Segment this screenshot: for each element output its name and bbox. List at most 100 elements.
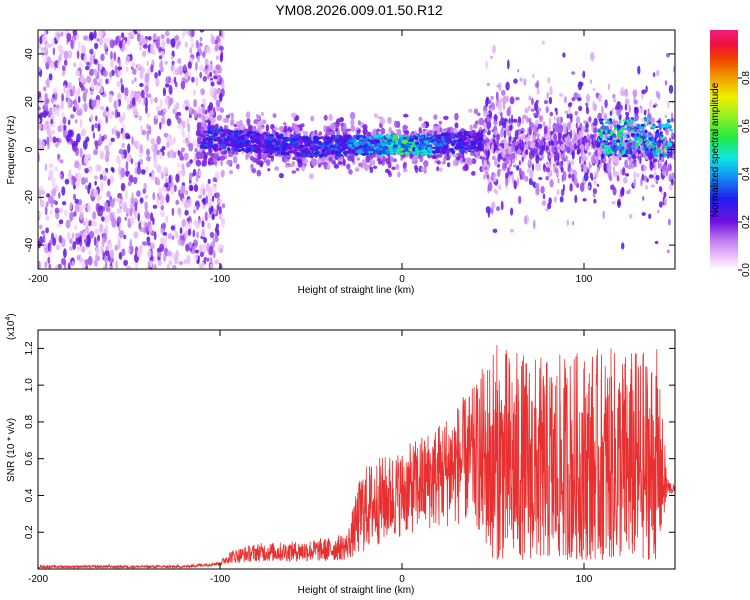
heatmap-cell xyxy=(558,123,563,132)
heatmap-cell xyxy=(170,225,175,231)
x-tick-label: -200 xyxy=(28,274,48,285)
heatmap-cell xyxy=(119,202,124,208)
heatmap-cell xyxy=(575,116,581,124)
heatmap-cell xyxy=(180,184,186,194)
heatmap-cell xyxy=(100,106,105,111)
heatmap-cell xyxy=(622,133,625,137)
heatmap-cell xyxy=(131,79,135,85)
heatmap-cell xyxy=(47,43,52,48)
heatmap-cell xyxy=(203,257,208,262)
chart-title: YM08.2026.009.01.50.R12 xyxy=(275,2,443,18)
heatmap-cell xyxy=(375,139,381,144)
heatmap-cell xyxy=(64,178,70,185)
heatmap-cell xyxy=(68,169,72,177)
heatmap-cell xyxy=(428,138,432,143)
heatmap-cell xyxy=(335,127,339,132)
heatmap-cell xyxy=(201,115,206,123)
heatmap-cell xyxy=(58,192,61,199)
heatmap-cell xyxy=(603,158,607,163)
heatmap-cell xyxy=(89,31,94,41)
heatmap-cell xyxy=(65,219,71,229)
heatmap-cell xyxy=(473,108,479,115)
heatmap-cell xyxy=(323,138,327,142)
heatmap-cell xyxy=(144,201,148,211)
heatmap-cell xyxy=(418,116,423,122)
heatmap-cell xyxy=(179,151,183,161)
heatmap-cell xyxy=(183,99,189,105)
heatmap-cell xyxy=(564,137,569,142)
heatmap-cell xyxy=(136,190,141,197)
heatmap-cell xyxy=(107,178,111,186)
heatmap-cell xyxy=(260,111,265,117)
heatmap-cell xyxy=(633,179,637,187)
heatmap-cell xyxy=(122,112,126,122)
heatmap-cell xyxy=(549,179,554,188)
heatmap-cell xyxy=(95,140,99,150)
heatmap-cell xyxy=(153,97,158,103)
heatmap-cell xyxy=(218,45,224,51)
heatmap-cell xyxy=(618,144,623,150)
heatmap-cell xyxy=(604,137,608,142)
heatmap-cell xyxy=(125,46,128,52)
x-tick-label: -100 xyxy=(210,574,230,585)
heatmap-cell xyxy=(116,99,119,109)
heatmap-cell xyxy=(444,152,447,160)
heatmap-cell xyxy=(328,137,334,140)
heatmap-cell xyxy=(79,147,83,158)
heatmap-cell xyxy=(556,152,560,162)
heatmap-cell xyxy=(160,210,165,218)
heatmap-cell xyxy=(42,234,46,244)
heatmap-cell xyxy=(483,174,486,180)
heatmap-cell xyxy=(630,119,633,123)
heatmap-cell xyxy=(108,113,114,120)
heatmap-cell xyxy=(91,220,94,226)
heatmap-cell xyxy=(192,229,196,238)
heatmap-cell xyxy=(349,111,356,120)
heatmap-cell xyxy=(166,118,172,127)
heatmap-cell xyxy=(121,248,126,257)
heatmap-cell xyxy=(536,138,541,144)
heatmap-cell xyxy=(186,198,192,208)
heatmap-cell xyxy=(166,263,170,269)
heatmap-cell xyxy=(188,142,194,152)
heatmap-cell xyxy=(324,147,329,151)
heatmap-cell xyxy=(500,111,503,118)
spectrogram-x-ticks: -200 -100 0 100 xyxy=(28,30,593,285)
heatmap-cell xyxy=(67,98,71,109)
heatmap-cell xyxy=(345,128,352,132)
heatmap-cell xyxy=(134,111,139,116)
heatmap-cell xyxy=(38,66,41,72)
heatmap-cell xyxy=(181,197,185,205)
heatmap-cell xyxy=(592,87,596,92)
heatmap-cell xyxy=(538,115,544,122)
heatmap-cell xyxy=(397,144,401,148)
heatmap-cell xyxy=(612,129,617,134)
heatmap-cell xyxy=(198,194,203,199)
heatmap-cell xyxy=(624,135,628,138)
heatmap-cell xyxy=(143,96,147,105)
heatmap-cell xyxy=(88,98,93,109)
heatmap-cell xyxy=(548,117,552,126)
heatmap-cell xyxy=(41,140,46,150)
heatmap-cell xyxy=(203,237,208,244)
heatmap-cell xyxy=(507,145,512,150)
heatmap-cell xyxy=(210,128,216,131)
heatmap-cell xyxy=(38,185,44,191)
heatmap-cell xyxy=(664,114,668,119)
heatmap-cell xyxy=(338,137,343,141)
heatmap-cell xyxy=(517,122,521,128)
heatmap-cell xyxy=(516,69,520,73)
heatmap-cell xyxy=(134,261,139,269)
heatmap-cell xyxy=(106,106,109,112)
heatmap-cell xyxy=(640,177,643,187)
heatmap-cell xyxy=(217,244,222,253)
heatmap-cell xyxy=(55,142,58,148)
heatmap-cell xyxy=(46,136,50,145)
heatmap-cell xyxy=(356,157,361,161)
heatmap-cell xyxy=(629,140,633,143)
heatmap-cell xyxy=(585,121,589,130)
heatmap-cell xyxy=(525,117,530,122)
heatmap-cell xyxy=(537,107,542,112)
heatmap-cell xyxy=(43,57,48,64)
heatmap-cell xyxy=(487,149,490,159)
